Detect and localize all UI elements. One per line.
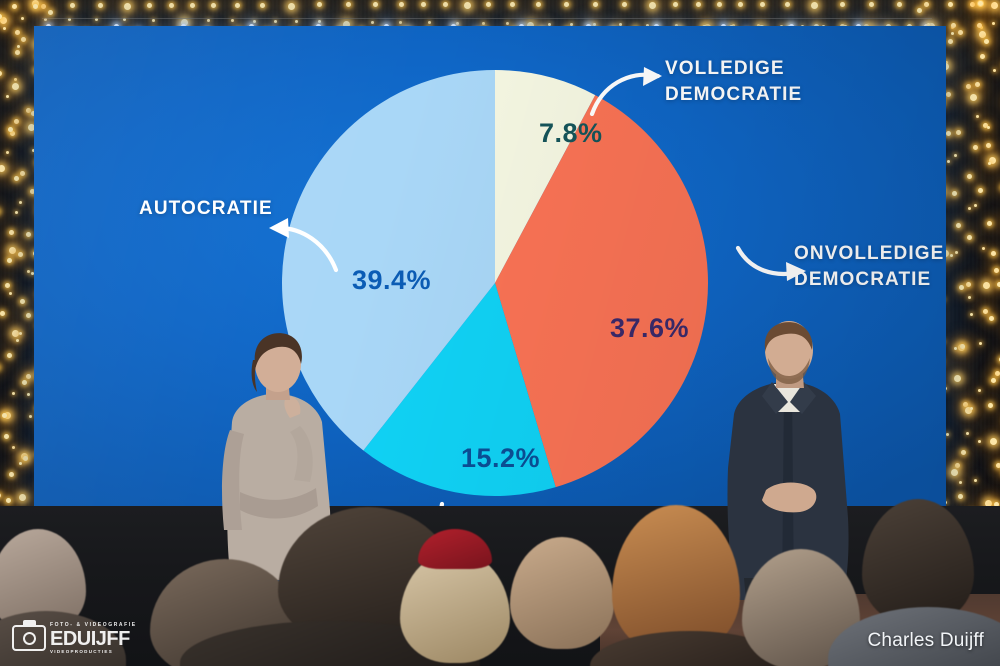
pie-slice — [495, 95, 709, 488]
slice-label-hybride-regime: 15.2% — [461, 443, 541, 473]
callout-onvolledige-democratie: ONVOLLEDIGE DEMOCRATIE — [794, 241, 944, 293]
audience-head — [510, 537, 614, 649]
camera-lens-icon — [22, 631, 36, 645]
photographer-watermark: FOTO- & VIDEOGRAFIE EDUIJFF VIDEOPRODUCT… — [12, 620, 137, 655]
camera-icon — [12, 620, 46, 652]
pie-chart-svg — [281, 70, 709, 496]
callout-line-1: ONVOLLEDIGE — [794, 243, 945, 264]
callout-line-2: DEMOCRATIE — [794, 269, 932, 291]
watermark-text: FOTO- & VIDEOGRAFIE EDUIJFF VIDEOPRODUCT… — [50, 621, 137, 655]
callout-line-1: VOLLEDIGE — [665, 58, 785, 79]
pie-slice — [281, 70, 495, 451]
watermark-subline: VIDEOPRODUCTIES — [50, 648, 114, 654]
watermark-tagline: FOTO- & VIDEOGRAFIE — [50, 621, 137, 628]
callout-line-2: DEMOCRATIE — [665, 84, 803, 106]
pie-slice — [495, 70, 596, 283]
callout-volledige-democratie: VOLLEDIGE DEMOCRATIE — [665, 56, 802, 108]
presenter-right — [727, 321, 849, 600]
audience-head — [862, 499, 974, 625]
pie-slice — [363, 283, 556, 496]
photo-credit: Charles Duijff — [867, 630, 984, 651]
audience-foreground — [0, 491, 1000, 666]
pie-chart — [280, 68, 710, 498]
slice-label-autocratie: 39.4% — [352, 265, 432, 295]
callout-autocratie: AUTOCRATIE — [139, 196, 273, 222]
watermark-name: EDUIJFF — [50, 627, 130, 650]
slice-label-volledige-democratie: 7.8% — [539, 118, 603, 148]
slice-label-onvolledige-democratie: 37.6% — [610, 313, 690, 343]
callout-line-1: AUTOCRATIE — [139, 198, 273, 219]
audience-head — [612, 505, 740, 655]
audience-head — [400, 551, 510, 663]
